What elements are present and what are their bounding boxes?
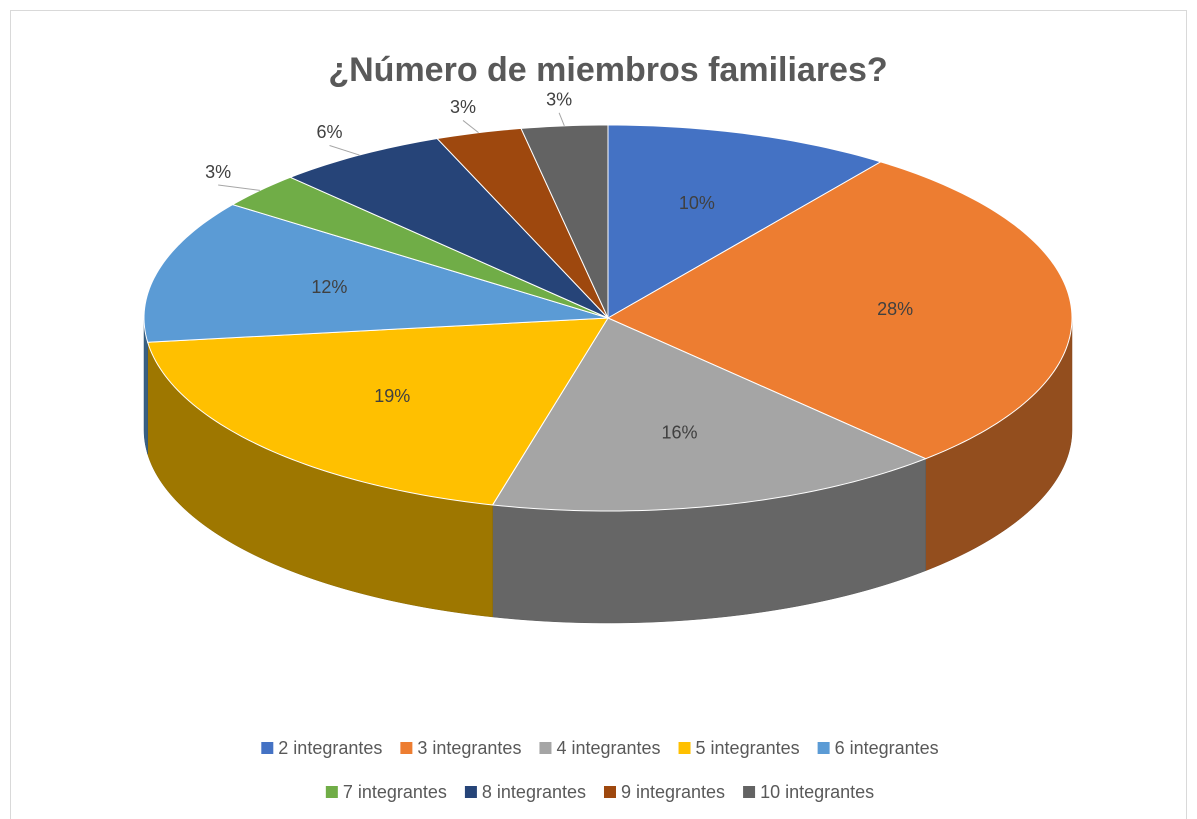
legend-swatch <box>539 742 552 754</box>
slice <box>146 317 609 506</box>
legend-label: 5 integrantes <box>696 738 800 758</box>
legend-swatch <box>743 786 756 798</box>
slice <box>289 138 609 319</box>
leader-line <box>462 120 479 134</box>
legend-swatch <box>464 786 477 798</box>
legend-item: 8 integrantes <box>464 782 586 802</box>
leader-line <box>558 112 565 127</box>
legend-item: 10 integrantes <box>743 782 874 802</box>
data-label: 3% <box>546 90 572 110</box>
legend-label: 10 integrantes <box>760 782 874 802</box>
data-label: 6% <box>317 122 343 142</box>
legend-item: 3 integrantes <box>400 738 521 758</box>
legend-item: 2 integrantes <box>261 738 382 758</box>
legend-swatch <box>817 742 830 754</box>
legend-swatch <box>400 742 413 754</box>
legend-swatch <box>603 786 616 798</box>
data-label: 3% <box>205 162 231 182</box>
legend-label: 3 integrantes <box>417 738 521 758</box>
slice <box>491 317 927 512</box>
chart-title: ¿Número de miembros familiares? <box>328 51 887 89</box>
slice <box>143 204 609 343</box>
legend-swatch <box>325 786 338 798</box>
legend-item: 6 integrantes <box>817 738 939 758</box>
legend-label: 6 integrantes <box>835 738 939 758</box>
legend-swatch <box>678 742 691 754</box>
slice <box>607 124 882 319</box>
legend-item: 5 integrantes <box>678 738 800 758</box>
data-label: 19% <box>374 386 410 406</box>
data-label: 28% <box>877 299 913 319</box>
data-label: 16% <box>662 423 698 443</box>
legend-label: 4 integrantes <box>556 738 660 758</box>
slice <box>606 161 1073 460</box>
legend-label: 8 integrantes <box>482 782 586 802</box>
legend-label: 9 integrantes <box>621 782 725 802</box>
legend-swatch <box>261 742 274 754</box>
data-label: 10% <box>679 193 715 213</box>
leader-line <box>329 145 360 156</box>
slice <box>520 124 609 319</box>
data-label: 12% <box>311 277 347 297</box>
legend-label: 2 integrantes <box>278 738 382 758</box>
leader-line <box>218 184 261 191</box>
data-label: 3% <box>450 97 476 117</box>
legend-item: 9 integrantes <box>603 782 725 802</box>
legend-item: 4 integrantes <box>539 738 661 758</box>
legend-label: 7 integrantes <box>343 782 447 802</box>
legend-item: 7 integrantes <box>325 782 447 802</box>
